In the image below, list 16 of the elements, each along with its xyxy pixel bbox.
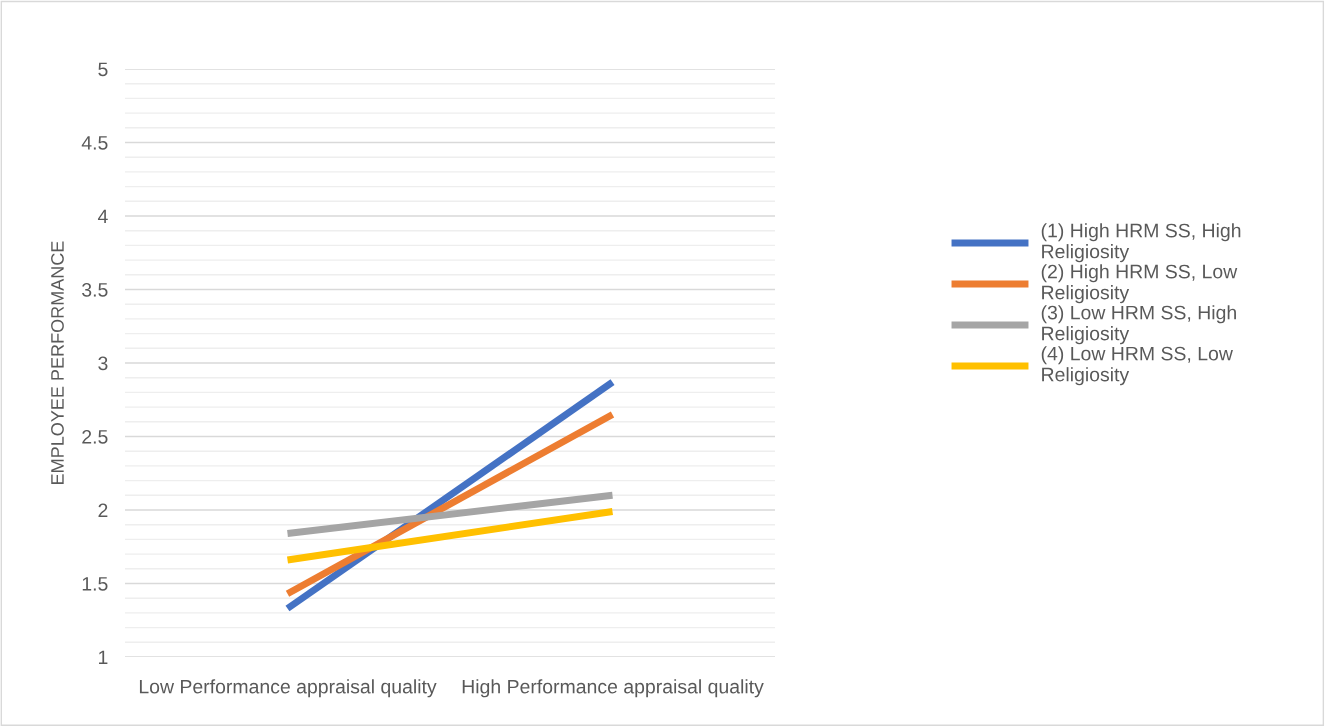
y-tick-label: 3: [98, 356, 108, 371]
y-tick-label: 3.5: [82, 282, 108, 297]
y-tick-label: 1.5: [82, 577, 108, 591]
y-tick-label: 5: [98, 62, 108, 77]
x-tick-label: High Performance appraisal quality: [462, 679, 764, 698]
legend-label: (2) High HRM SS, Low Religiosity: [1041, 264, 1238, 304]
legend-label: (3) Low HRM SS, High Religiosity: [1041, 305, 1236, 345]
y-axis-title: EMPLOYEE PERFORMANCE: [51, 241, 64, 484]
y-tick-label: 4.5: [81, 136, 108, 150]
y-tick-label: 2: [98, 503, 108, 518]
y-tick-label: 1: [99, 650, 108, 665]
x-tick-label: Low Performance appraisal quality: [139, 679, 437, 698]
legend-label: (4) Low HRM SS, Low Religiosity: [1041, 346, 1233, 386]
legend-label: (1) High HRM SS, High Religiosity: [1041, 223, 1241, 263]
y-tick-label: 2.5: [82, 429, 108, 444]
y-tick-label: 4: [97, 209, 108, 224]
